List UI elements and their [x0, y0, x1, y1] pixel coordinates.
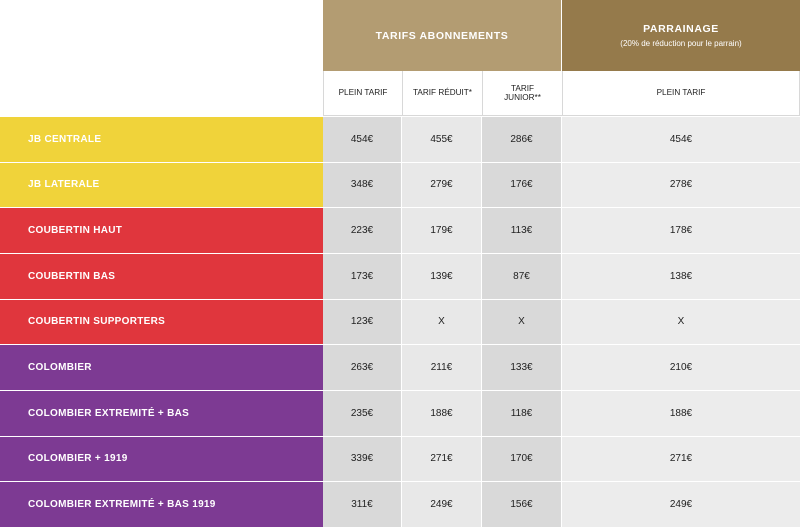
price-parrainage: 188€ — [562, 389, 800, 436]
zone-label: COLOMBIER + 1919 — [0, 435, 323, 482]
price-parrainage: X — [562, 298, 800, 345]
price-plein-tarif: 223€ — [323, 207, 402, 253]
zone-label: COLOMBIER — [0, 344, 323, 390]
header-parrainage: PARRAINAGE (20% de réduction pour le par… — [562, 0, 800, 71]
price-plein-tarif: 123€ — [323, 298, 402, 345]
column-header-tarif-junior: TARIF JUNIOR** — [482, 71, 562, 116]
price-parrainage: 210€ — [562, 344, 800, 390]
zone-label: JB LATERALE — [0, 161, 323, 208]
price-tarif-reduit: 279€ — [402, 161, 482, 208]
price-parrainage: 178€ — [562, 207, 800, 253]
price-tarif-junior: X — [482, 298, 562, 345]
price-plein-tarif: 235€ — [323, 389, 402, 436]
price-tarif-junior: 286€ — [482, 116, 562, 162]
price-parrainage: 138€ — [562, 252, 800, 299]
price-plein-tarif: 173€ — [323, 252, 402, 299]
column-header-tarif-reduit: TARIF RÉDUIT* — [402, 71, 482, 116]
price-parrainage: 271€ — [562, 435, 800, 482]
parrainage-subtitle: (20% de réduction pour le parrain) — [620, 39, 742, 48]
price-tarif-reduit: X — [402, 298, 482, 345]
header-tarifs-abonnements: TARIFS ABONNEMENTS — [323, 0, 562, 71]
price-tarif-reduit: 211€ — [402, 344, 482, 390]
price-plein-tarif: 454€ — [323, 116, 402, 162]
price-tarif-junior: 87€ — [482, 252, 562, 299]
price-tarif-reduit: 179€ — [402, 207, 482, 253]
price-plein-tarif: 348€ — [323, 161, 402, 208]
price-parrainage: 454€ — [562, 116, 800, 162]
price-plein-tarif: 339€ — [323, 435, 402, 482]
column-header-parrainage-plein-tarif: PLEIN TARIF — [562, 71, 800, 116]
price-tarif-junior: 176€ — [482, 161, 562, 208]
price-tarif-junior: 113€ — [482, 207, 562, 253]
price-tarif-reduit: 249€ — [402, 481, 482, 527]
zone-label: COLOMBIER EXTREMITÉ + BAS 1919 — [0, 481, 323, 527]
price-tarif-junior: 156€ — [482, 481, 562, 527]
zone-label: COUBERTIN BAS — [0, 252, 323, 299]
price-tarif-junior: 133€ — [482, 344, 562, 390]
price-tarif-reduit: 271€ — [402, 435, 482, 482]
zone-label: JB CENTRALE — [0, 116, 323, 162]
parrainage-title: PARRAINAGE — [643, 23, 719, 35]
price-tarif-junior: 118€ — [482, 389, 562, 436]
zone-label: COLOMBIER EXTREMITÉ + BAS — [0, 389, 323, 436]
price-plein-tarif: 263€ — [323, 344, 402, 390]
price-parrainage: 278€ — [562, 161, 800, 208]
price-tarif-reduit: 139€ — [402, 252, 482, 299]
price-tarif-reduit: 188€ — [402, 389, 482, 436]
zone-label: COUBERTIN HAUT — [0, 207, 323, 253]
price-plein-tarif: 311€ — [323, 481, 402, 527]
price-tarif-reduit: 455€ — [402, 116, 482, 162]
column-header-plein-tarif: PLEIN TARIF — [323, 71, 402, 116]
zone-label: COUBERTIN SUPPORTERS — [0, 298, 323, 345]
corner-blank — [0, 0, 323, 116]
price-tarif-junior: 170€ — [482, 435, 562, 482]
price-parrainage: 249€ — [562, 481, 800, 527]
